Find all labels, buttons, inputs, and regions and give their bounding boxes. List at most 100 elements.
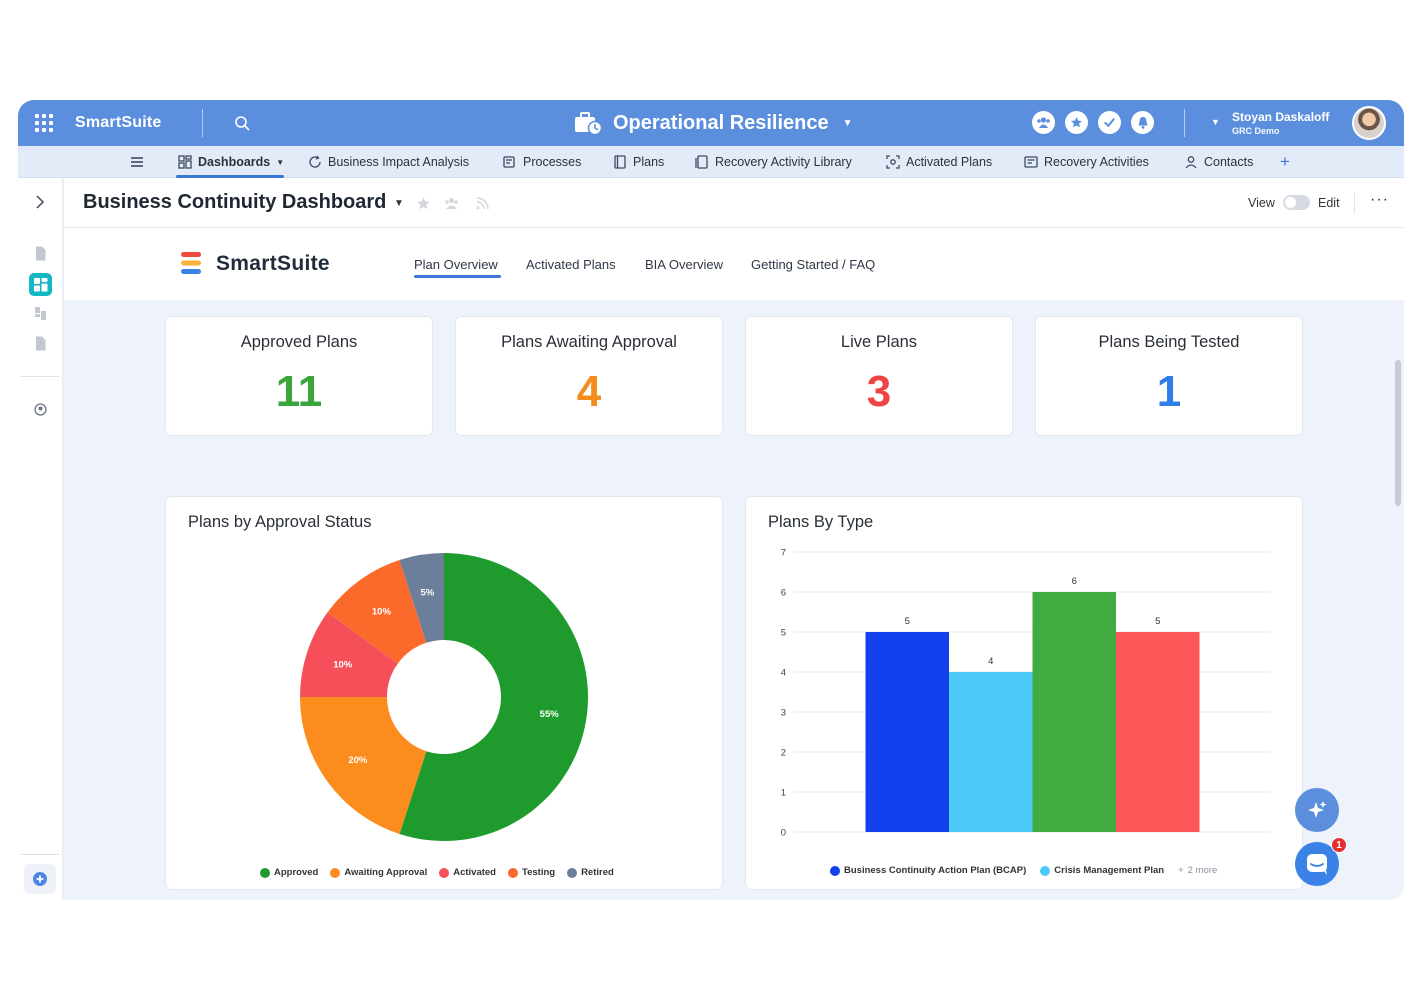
view-label: View <box>1248 196 1275 210</box>
legend-label: Approved <box>274 867 319 878</box>
team-icon[interactable] <box>444 196 459 211</box>
divider <box>21 854 59 855</box>
edit-label: Edit <box>1318 196 1340 210</box>
tab-getting-started-faq[interactable]: Getting Started / FAQ <box>751 257 876 272</box>
donut-slice-awaiting-approval[interactable] <box>300 697 427 834</box>
layout-icon[interactable] <box>32 305 49 322</box>
view-edit-toggle[interactable] <box>1283 195 1310 210</box>
donut-slice-testing[interactable] <box>327 560 427 664</box>
divider <box>202 109 203 137</box>
divider <box>1184 109 1185 137</box>
ai-assistant-button[interactable] <box>1295 788 1339 832</box>
bar-value-label: 6 <box>1072 576 1077 587</box>
apps-grid-icon[interactable] <box>35 114 53 132</box>
slice-label: 10% <box>372 606 392 617</box>
legend-item[interactable]: Business Continuity Action Plan (BCAP) <box>830 865 1026 876</box>
legend-swatch <box>507 867 518 878</box>
bar-chart[interactable]: 0 1 2 3 4 5 6 7 5 4 6 5 <box>746 542 1304 862</box>
solution-nav: Dashboards ▼ Business Impact Analysis Pr… <box>18 146 1404 178</box>
legend-item[interactable]: Approved <box>260 867 318 878</box>
brand-name[interactable]: SmartSuite <box>75 114 162 131</box>
donut-slice-activated[interactable] <box>300 612 398 697</box>
document-icon[interactable] <box>32 335 49 352</box>
donut-chart[interactable]: 55% 20% 10% 10% 5% <box>166 537 724 867</box>
tab-bia-overview[interactable]: BIA Overview <box>645 257 724 272</box>
tab-plan-overview[interactable]: Plan Overview <box>414 257 498 272</box>
kpi-card-testing: Plans Being Tested 1 <box>1035 316 1303 436</box>
divider <box>1354 192 1355 214</box>
legend-item[interactable]: Retired <box>567 867 614 878</box>
active-tab-indicator <box>414 275 501 278</box>
book-icon <box>614 155 626 169</box>
bar[interactable] <box>1116 632 1200 832</box>
tab-activated-plans[interactable]: Activated Plans <box>526 257 616 272</box>
kpi-title: Approved Plans <box>240 333 358 351</box>
legend-item[interactable]: Testing <box>507 867 555 878</box>
bell-icon[interactable] <box>1131 111 1154 134</box>
nav-activated-plans[interactable]: Activated Plans <box>886 146 992 178</box>
nav-processes[interactable]: Processes <box>503 146 581 178</box>
bar[interactable] <box>1032 592 1117 832</box>
nav-label: Processes <box>523 155 582 169</box>
star-icon[interactable] <box>416 196 431 211</box>
top-bar: SmartSuite Operational Resilience ▼ <box>18 100 1404 146</box>
add-app-button[interactable]: + <box>1280 152 1290 171</box>
y-tick-label: 7 <box>781 548 786 559</box>
solution-title: Operational Resilience <box>613 111 829 134</box>
donut-chart-card: Plans by Approval Status 55% 20% 10% 10% 5% … <box>165 496 723 890</box>
process-icon <box>503 156 515 168</box>
nav-label: Dashboards <box>198 155 271 169</box>
legend-label: Awaiting Approval <box>344 867 428 878</box>
chevron-down-icon: ▼ <box>842 117 853 129</box>
chevron-down-icon[interactable]: ▼ <box>394 198 404 209</box>
team-icon[interactable] <box>1032 111 1055 134</box>
more-options-icon[interactable]: ··· <box>1370 191 1389 208</box>
nav-recovery-activity-library[interactable]: Recovery Activity Library <box>695 146 852 178</box>
nav-label: Activated Plans <box>906 155 993 169</box>
kpi-title: Plans Being Tested <box>1098 333 1240 351</box>
star-icon[interactable] <box>1065 111 1088 134</box>
kpi-card-approved: Approved Plans 11 <box>165 316 433 436</box>
expand-sidebar-icon[interactable] <box>35 195 45 209</box>
nav-plans[interactable]: Plans <box>613 146 664 178</box>
legend-more-label: 2 more <box>1187 865 1218 876</box>
workspace-name: GRC Demo <box>1232 126 1280 136</box>
bar[interactable] <box>865 632 950 832</box>
document-icon[interactable] <box>32 245 49 262</box>
menu-icon[interactable] <box>130 146 144 178</box>
active-nav-indicator <box>176 175 284 178</box>
bar[interactable] <box>949 672 1033 832</box>
dashboard-nav-active[interactable] <box>29 273 52 296</box>
dashboard-content: SmartSuite Plan Overview Activated Plans… <box>64 228 1404 900</box>
user-name[interactable]: Stoyan Daskaloff <box>1232 110 1330 124</box>
scrollbar[interactable] <box>1395 360 1401 506</box>
nav-contacts[interactable]: Contacts <box>1184 146 1253 178</box>
refresh-icon <box>309 155 321 168</box>
dashboard-icon <box>178 155 192 169</box>
rss-icon[interactable] <box>475 196 490 211</box>
toggle-knob <box>1285 197 1296 208</box>
page-title[interactable]: Business Continuity Dashboard <box>83 191 387 213</box>
add-button[interactable] <box>24 864 56 894</box>
nav-dashboards[interactable]: Dashboards ▼ <box>178 146 284 178</box>
donut-slice-retired[interactable] <box>399 553 444 643</box>
check-icon[interactable] <box>1098 111 1121 134</box>
search-icon[interactable] <box>234 115 250 131</box>
kpi-value: 11 <box>275 367 323 416</box>
kpi-value: 4 <box>576 367 602 416</box>
solution-switcher[interactable]: Operational Resilience ▼ <box>573 110 853 136</box>
legend-more[interactable]: +2 more <box>1178 865 1217 876</box>
user-circle-icon[interactable] <box>32 401 49 418</box>
donut-slice-approved[interactable] <box>399 553 588 841</box>
legend-item[interactable]: Awaiting Approval <box>330 867 427 878</box>
nav-recovery-activities[interactable]: Recovery Activities <box>1024 146 1149 178</box>
nav-business-impact-analysis[interactable]: Business Impact Analysis <box>308 146 469 178</box>
avatar[interactable] <box>1352 106 1386 140</box>
nav-label: Recovery Activity Library <box>715 155 852 169</box>
y-tick-label: 4 <box>781 668 786 679</box>
legend-item[interactable]: Crisis Management Plan <box>1040 865 1164 876</box>
chart-title: Plans By Type <box>768 513 874 531</box>
bar-value-label: 5 <box>1155 616 1160 627</box>
legend-item[interactable]: Activated <box>439 867 496 878</box>
chevron-down-icon[interactable]: ▼ <box>1211 117 1220 127</box>
